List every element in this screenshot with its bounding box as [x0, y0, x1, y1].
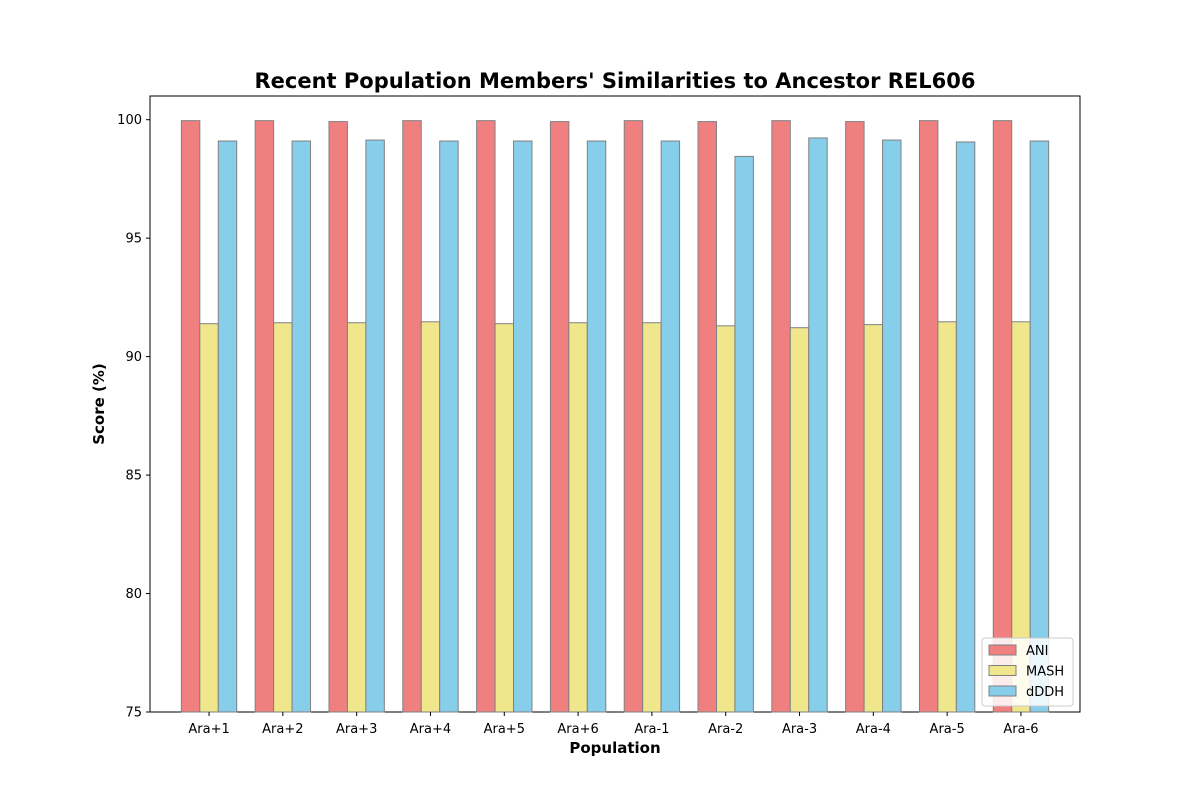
x-tick-label: Ara+2: [262, 722, 303, 737]
y-tick-label: 75: [125, 706, 142, 721]
bar-mash-araplus3: [346, 322, 367, 713]
y-tick-label: 80: [125, 587, 142, 602]
x-tick-label: Ara+6: [557, 722, 598, 737]
y-axis-label: Score (%): [90, 363, 108, 445]
bar-dddh-araplus6: [586, 140, 607, 713]
bar-mash-araminus1: [642, 322, 662, 713]
x-tick-label: Ara+5: [484, 722, 525, 737]
bar-ani-araplus3: [328, 121, 348, 713]
bar-mash-araminus3: [789, 327, 810, 713]
x-tick-label: Ara+1: [188, 722, 229, 737]
x-tick-label: Ara-5: [930, 722, 965, 737]
legend: ANI MASH dDDH: [981, 637, 1074, 707]
chart-title: Recent Population Members' Similarities …: [254, 69, 975, 93]
bar-ani-araplus2: [254, 120, 275, 713]
bar-dddh-araminus2: [734, 155, 754, 713]
bar-dddh-araplus4: [439, 140, 459, 713]
bar-mash-araplus6: [568, 322, 588, 713]
y-tick-label: 100: [117, 113, 142, 128]
bars-group: [180, 120, 1050, 713]
x-tick-label: Ara-2: [708, 722, 743, 737]
y-axis: 75 80 85 90 95 100: [117, 113, 150, 721]
bar-ani-araminus2: [697, 121, 717, 713]
bar-dddh-araplus2: [291, 140, 312, 713]
legend-swatch-mash: [988, 665, 1017, 676]
bar-mash-araplus2: [273, 322, 293, 713]
bar-dddh-araminus5: [955, 141, 976, 713]
bar-ani-araplus4: [402, 120, 422, 713]
legend-label-mash: MASH: [1026, 665, 1064, 680]
legend-swatch-dddh: [988, 685, 1017, 697]
x-tick-label: Ara+4: [410, 722, 451, 737]
bar-ani-araminus4: [845, 121, 865, 713]
bar-dddh-araminus4: [882, 139, 902, 713]
legend-swatch-ani: [988, 644, 1017, 656]
y-tick-label: 90: [125, 350, 142, 365]
bar-ani-araminus6: [992, 120, 1013, 713]
bar-ani-araminus3: [771, 120, 791, 713]
x-tick-label: Ara+3: [336, 722, 377, 737]
bar-ani-araminus1: [623, 120, 644, 713]
bar-mash-araplus4: [420, 321, 441, 713]
x-axis-label: Population: [569, 739, 660, 757]
plot-frame: [149, 95, 1081, 713]
bar-mash-araplus1: [199, 323, 219, 713]
x-tick-label: Ara-6: [1003, 722, 1038, 737]
bar-dddh-araplus1: [217, 140, 238, 713]
legend-label-dddh: dDDH: [1026, 685, 1064, 700]
bar-mash-araplus5: [494, 323, 515, 713]
x-tick-label: Ara-4: [856, 722, 891, 737]
bar-mash-araminus4: [863, 324, 884, 713]
y-tick-label: 95: [125, 232, 142, 247]
x-tick-label: Ara-1: [634, 722, 669, 737]
x-tick-label: Ara-3: [782, 722, 817, 737]
bar-dddh-araplus3: [365, 139, 385, 713]
bar-ani-araplus1: [180, 120, 201, 713]
bar-ani-araplus6: [549, 121, 570, 713]
bar-mash-araminus5: [937, 321, 957, 713]
bar-dddh-araplus5: [513, 140, 533, 713]
bar-ani-araminus5: [918, 120, 939, 713]
bar-dddh-araminus3: [808, 137, 828, 713]
legend-label-ani: ANI: [1026, 644, 1048, 659]
bar-dddh-araminus6: [1029, 140, 1050, 713]
bar-ani-araplus5: [476, 120, 496, 713]
x-axis: Ara+1 Ara+2 Ara+3 Ara+4 Ara+5 Ara+6 Ara-1 Ara-2…: [188, 712, 1039, 737]
y-tick-label: 85: [125, 469, 142, 484]
bar-mash-araminus2: [715, 325, 736, 713]
bar-dddh-araminus1: [660, 140, 681, 713]
